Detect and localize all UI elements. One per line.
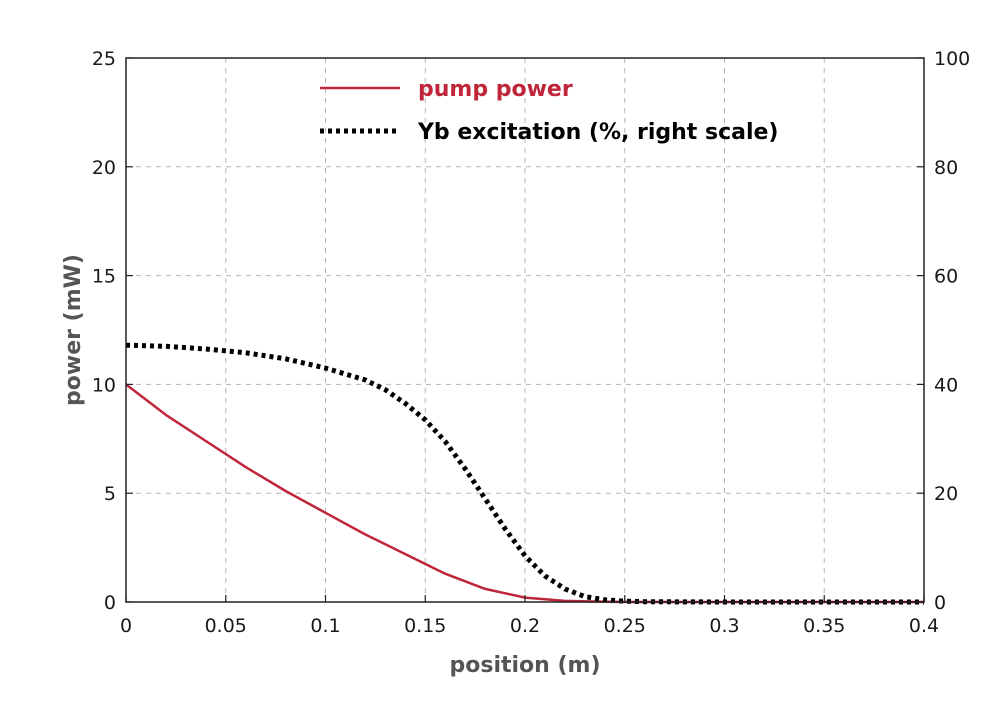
y-tick-label: 25 [92,48,116,70]
x-axis-title: position (m) [449,653,600,678]
x-tick-label: 0.05 [205,615,247,637]
series-layer [126,345,924,602]
x-tick-label: 0.35 [803,615,845,637]
y-tick-label: 5 [104,483,116,505]
legend: pump power Yb excitation (%, right scale… [320,77,778,145]
chart-svg: 00.050.10.150.20.250.30.350.405101520250… [0,0,1000,700]
y-tick-label: 0 [104,592,116,614]
x-tick-label: 0.3 [709,615,739,637]
x-tick-label: 0.25 [604,615,646,637]
y2-tick-label: 80 [934,157,958,179]
chart: 00.050.10.150.20.250.30.350.405101520250… [0,0,1000,700]
legend-label-yb-excitation: Yb excitation (%, right scale) [417,120,778,145]
y2-tick-label: 60 [934,266,958,288]
y2-tick-label: 20 [934,483,958,505]
y-tick-label: 15 [92,266,116,288]
series-line-yb-excitation [126,345,924,602]
legend-label-pump-power: pump power [418,77,573,102]
x-tick-label: 0.2 [510,615,540,637]
x-tick-label: 0.4 [909,615,939,637]
y-axis-title: power (mW) [61,254,86,406]
y-tick-label: 20 [92,157,116,179]
y2-tick-label: 40 [934,374,958,396]
y2-tick-label: 0 [934,592,946,614]
y2-tick-label: 100 [934,48,970,70]
x-tick-label: 0.1 [310,615,340,637]
y-tick-label: 10 [92,374,116,396]
x-tick-label: 0.15 [404,615,446,637]
x-tick-label: 0 [120,615,132,637]
